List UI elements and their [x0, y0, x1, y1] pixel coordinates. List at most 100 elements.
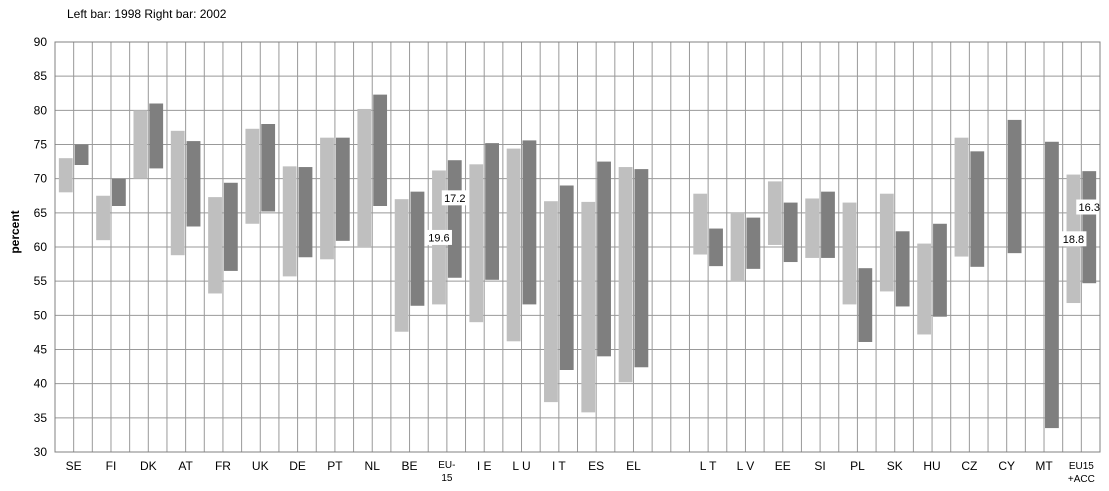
bar-1998 [394, 199, 409, 332]
data-label: 18.8 [1063, 234, 1084, 246]
x-tick-label: I E [477, 459, 492, 473]
bar-2002 [746, 217, 761, 269]
bar-1998 [133, 110, 148, 179]
bar-2002 [298, 167, 313, 258]
x-tick-label: CY [998, 459, 1015, 473]
data-label: 16.3 [1079, 202, 1100, 214]
bar-1998 [581, 201, 596, 413]
x-tick-label: EL [626, 459, 641, 473]
bar-2002 [485, 143, 500, 280]
x-tick-label: PT [327, 459, 343, 473]
bar-2002 [261, 124, 276, 212]
bar-2002 [858, 268, 873, 342]
bar-1998 [544, 201, 558, 403]
bar-2002 [634, 169, 649, 368]
x-tick-label: CZ [961, 459, 977, 473]
x-tick-label: AT [178, 459, 193, 473]
y-tick-label: 40 [34, 377, 48, 391]
x-tick-label: I T [552, 459, 566, 473]
plot-frame [54, 41, 1101, 453]
y-tick-label: 85 [34, 69, 48, 83]
bar-1998 [506, 148, 521, 342]
bar-2002 [970, 151, 985, 267]
x-tick-label: FR [215, 459, 231, 473]
data-label-bg [1076, 199, 1103, 215]
y-tick-label: 50 [34, 308, 48, 322]
x-tick-label: PL [850, 459, 865, 473]
bar-2002 [783, 202, 798, 263]
bar-1998 [357, 108, 372, 247]
bar-1998 [245, 128, 260, 224]
labels-layer: 17.2 19.6 16.3 18.8 [425, 190, 1103, 247]
y-tick-label: 65 [34, 206, 48, 220]
y-tick-label: 45 [34, 343, 48, 357]
bar-2002 [223, 182, 238, 271]
bar-1998 [282, 166, 297, 277]
bar-1998 [917, 243, 932, 335]
bar-1998 [58, 158, 73, 193]
bar-1998 [618, 167, 633, 383]
x-tick-label: SK [887, 459, 903, 473]
chart-note: Left bar: 1998 Right bar: 2002 [67, 7, 227, 21]
bar-2002 [895, 231, 910, 307]
x-tick-label: DK [140, 459, 157, 473]
x-tick-label: SI [814, 459, 825, 473]
bar-2002 [410, 191, 425, 306]
x-tick-label: HU [923, 459, 940, 473]
bar-2002 [111, 178, 126, 206]
x-tick-label: EU15 [1069, 461, 1094, 472]
x-tick-label: BE [402, 459, 418, 473]
bar-1998 [469, 164, 484, 323]
x-tick-label: 15 [441, 473, 453, 484]
bar-2002 [1082, 171, 1097, 284]
x-tick-label: +ACC [1068, 474, 1095, 485]
bar-1998 [320, 137, 334, 260]
bar-1998 [96, 195, 110, 241]
data-label-bg [425, 229, 452, 245]
x-tick-label: L U [512, 459, 530, 473]
bar-1998 [693, 193, 708, 255]
bar-2002 [597, 161, 611, 357]
bar-2002 [933, 223, 947, 317]
data-label: 19.6 [428, 232, 449, 244]
bar-2002 [1007, 119, 1022, 254]
y-axis-label: percent [8, 210, 22, 253]
bars-layer [58, 94, 1097, 429]
bar-2002 [373, 94, 388, 206]
x-tick-label: FI [106, 459, 117, 473]
y-tick-label: 35 [34, 411, 48, 425]
bar-2002 [709, 228, 723, 267]
x-tick-label: MT [1035, 459, 1053, 473]
y-tick-label: 55 [34, 274, 48, 288]
bar-1998 [805, 198, 820, 258]
bar-2002 [522, 140, 537, 305]
x-tick-label: L T [700, 459, 717, 473]
x-tick-label: EE [775, 459, 791, 473]
bar-2002 [447, 160, 462, 278]
bar-2002 [1045, 141, 1059, 429]
x-tick-label: NL [365, 459, 381, 473]
y-tick-label: 30 [34, 445, 48, 459]
data-label: 17.2 [444, 193, 465, 205]
y-tick-label: 75 [34, 138, 48, 152]
bar-2002 [821, 191, 835, 258]
bar-2002 [186, 141, 201, 227]
y-tick-label: 60 [34, 240, 48, 254]
x-tick-label: UK [252, 459, 269, 473]
bar-1998 [767, 181, 782, 245]
axis-layer: 30 35 40 45 50 55 60 65 70 75 80 85 90 SE FI DK AT FR UK DE… [34, 35, 1101, 485]
data-label-bg [1060, 231, 1087, 247]
x-tick-label: EU- [438, 460, 455, 471]
x-tick-label: SE [66, 459, 82, 473]
x-tick-label: ES [588, 459, 604, 473]
bar-2002 [149, 103, 164, 169]
y-tick-label: 80 [34, 103, 48, 117]
bar-2002 [74, 144, 89, 165]
bar-1998 [879, 193, 894, 292]
bar-1998 [954, 137, 969, 257]
x-tick-label: L V [737, 459, 755, 473]
bar-1998 [842, 202, 857, 305]
bar-2002 [559, 185, 574, 370]
